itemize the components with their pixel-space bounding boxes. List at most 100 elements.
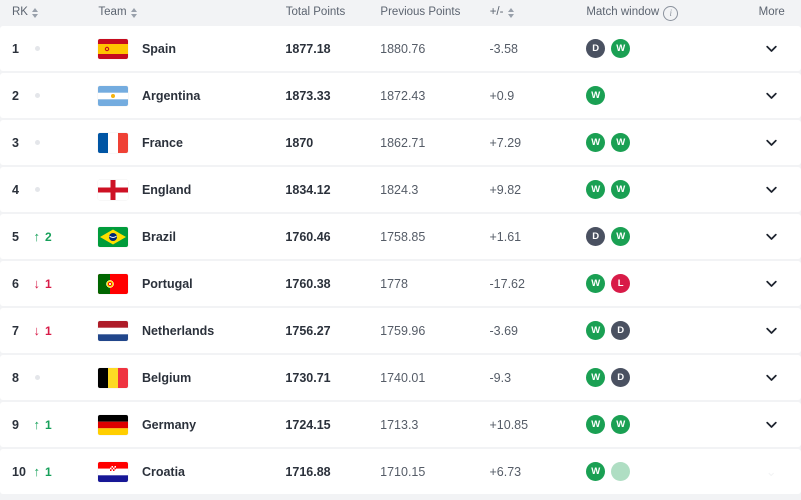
rank-value: 4 <box>12 182 19 197</box>
expand-row-cell[interactable] <box>742 136 801 149</box>
chevron-down-icon[interactable] <box>765 89 778 102</box>
match-result-badge-w[interactable]: W <box>586 415 606 434</box>
match-result-badge-w[interactable]: W <box>586 321 606 340</box>
table-row[interactable]: 1 Spain 1877.18 1880.76 -3.58 D W <box>0 26 801 71</box>
rank-change-cell <box>33 93 97 98</box>
match-result-badge-w[interactable]: W <box>611 227 631 246</box>
table-row[interactable]: 7 ↓ 1 Netherlands 1756.27 1759.96 -3.69 W D <box>0 308 801 353</box>
match-result-badge-w[interactable]: W <box>586 180 606 199</box>
rank-change-cell: ↓ 1 <box>33 277 97 291</box>
spain-flag <box>97 38 128 59</box>
table-row[interactable]: 6 ↓ 1 Portugal 1760.38 1778 -17.62 W L <box>0 261 801 306</box>
belgium-flag <box>97 367 128 388</box>
table-row[interactable]: 10 ↑ 1 Croatia 1716.88 1710.15 +6.73 W ⌄ <box>0 449 801 494</box>
rank-change-cell: ↑ 2 <box>33 230 97 244</box>
total-points-cell: 1877.18 <box>285 42 380 56</box>
match-result-badge-d[interactable]: D <box>586 39 606 58</box>
expand-row-cell[interactable] <box>742 42 801 55</box>
match-result-badge-w[interactable]: W <box>586 462 606 481</box>
total-points-cell: 1834.12 <box>285 183 380 197</box>
total-points-cell: 1870 <box>285 136 380 150</box>
expand-row-cell[interactable] <box>742 230 801 243</box>
chevron-down-icon[interactable] <box>765 324 778 337</box>
sort-icon[interactable] <box>507 7 514 20</box>
expand-row-cell[interactable] <box>742 371 801 384</box>
rank-change-value: 1 <box>44 464 52 479</box>
difference-value: -9.3 <box>489 370 512 385</box>
column-header-rank[interactable]: RK <box>0 7 38 20</box>
match-result-badge-d[interactable]: D <box>611 321 631 340</box>
chevron-down-icon[interactable] <box>765 277 778 290</box>
previous-points-value: 1778 <box>380 276 408 291</box>
table-row[interactable]: 8 Belgium 1730.71 1740.01 -9.3 W D <box>0 355 801 400</box>
table-row[interactable]: 5 ↑ 2 Brazil 1760.46 1758.85 +1.61 D W <box>0 214 801 259</box>
germany-flag <box>97 414 128 435</box>
team-cell[interactable]: Germany <box>97 414 285 435</box>
expand-row-cell[interactable] <box>742 183 801 196</box>
difference-cell: -9.3 <box>490 371 587 385</box>
chevron-down-icon[interactable]: ⌄ <box>765 463 778 479</box>
match-result-badge-w[interactable]: W <box>586 133 606 152</box>
rank-change-cell <box>33 187 97 192</box>
rank-change-cell: ↓ 1 <box>33 324 97 338</box>
table-row[interactable]: 9 ↑ 1 Germany 1724.15 1713.3 +10.85 W W <box>0 402 801 447</box>
chevron-down-icon[interactable] <box>765 230 778 243</box>
rank-cell: 2 <box>0 89 33 103</box>
team-cell[interactable]: Argentina <box>97 85 285 106</box>
previous-points-cell: 1880.76 <box>380 42 489 56</box>
expand-row-cell[interactable] <box>742 324 801 337</box>
match-result-badge-loading[interactable] <box>611 462 631 481</box>
team-name: France <box>141 135 183 150</box>
team-cell[interactable]: Brazil <box>97 226 285 247</box>
match-result-badge-w[interactable]: W <box>586 274 606 293</box>
previous-points-value: 1824.3 <box>380 182 419 197</box>
table-row[interactable]: 3 France 1870 1862.71 +7.29 W W <box>0 120 801 165</box>
expand-row-cell[interactable] <box>742 418 801 431</box>
brazil-flag <box>97 226 128 247</box>
column-header-difference[interactable]: +/- <box>490 7 587 20</box>
sort-icon[interactable] <box>31 7 38 20</box>
previous-points-cell: 1778 <box>380 277 489 291</box>
total-points-value: 1834.12 <box>285 182 331 197</box>
match-result-badge-w[interactable]: W <box>586 368 606 387</box>
total-points-value: 1724.15 <box>285 417 331 432</box>
table-row[interactable]: 4 England 1834.12 1824.3 +9.82 W W <box>0 167 801 212</box>
column-header-difference-label: +/- <box>489 6 504 19</box>
team-cell[interactable]: Croatia <box>97 461 285 482</box>
column-header-team[interactable]: Team <box>98 7 285 20</box>
chevron-down-icon[interactable] <box>765 418 778 431</box>
team-name: Germany <box>141 417 197 432</box>
team-cell[interactable]: Belgium <box>97 367 285 388</box>
sort-icon[interactable] <box>131 7 138 20</box>
match-result-badge-w[interactable]: W <box>611 39 631 58</box>
team-cell[interactable]: England <box>97 179 285 200</box>
match-result-badge-w[interactable]: W <box>586 86 606 105</box>
expand-row-cell[interactable] <box>742 89 801 102</box>
match-result-badge-l[interactable]: L <box>611 274 631 293</box>
team-cell[interactable]: Portugal <box>97 273 285 294</box>
match-result-badge-d[interactable]: D <box>611 368 631 387</box>
team-cell[interactable]: Netherlands <box>97 320 285 341</box>
table-row[interactable]: 2 Argentina 1873.33 1872.43 +0.9 W <box>0 73 801 118</box>
chevron-down-icon[interactable] <box>765 183 778 196</box>
match-result-badge-w[interactable]: W <box>611 133 631 152</box>
match-result-badge-d[interactable]: D <box>586 227 606 246</box>
chevron-down-icon[interactable] <box>765 136 778 149</box>
chevron-down-icon[interactable] <box>765 42 778 55</box>
expand-row-cell[interactable] <box>742 277 801 290</box>
difference-cell: -3.58 <box>490 42 587 56</box>
team-cell[interactable]: France <box>97 132 285 153</box>
match-result-badge-w[interactable]: W <box>611 180 631 199</box>
total-points-cell: 1756.27 <box>285 324 380 338</box>
chevron-down-icon[interactable] <box>765 371 778 384</box>
team-name: Argentina <box>141 88 201 103</box>
rank-cell: 10 <box>0 465 33 479</box>
rank-change-cell: ↑ 1 <box>33 465 97 479</box>
match-result-badge-w[interactable]: W <box>611 415 631 434</box>
team-cell[interactable]: Spain <box>97 38 285 59</box>
rank-value: 3 <box>12 135 19 150</box>
expand-row-cell[interactable]: ⌄ <box>742 464 801 480</box>
info-icon[interactable]: i <box>663 5 679 21</box>
